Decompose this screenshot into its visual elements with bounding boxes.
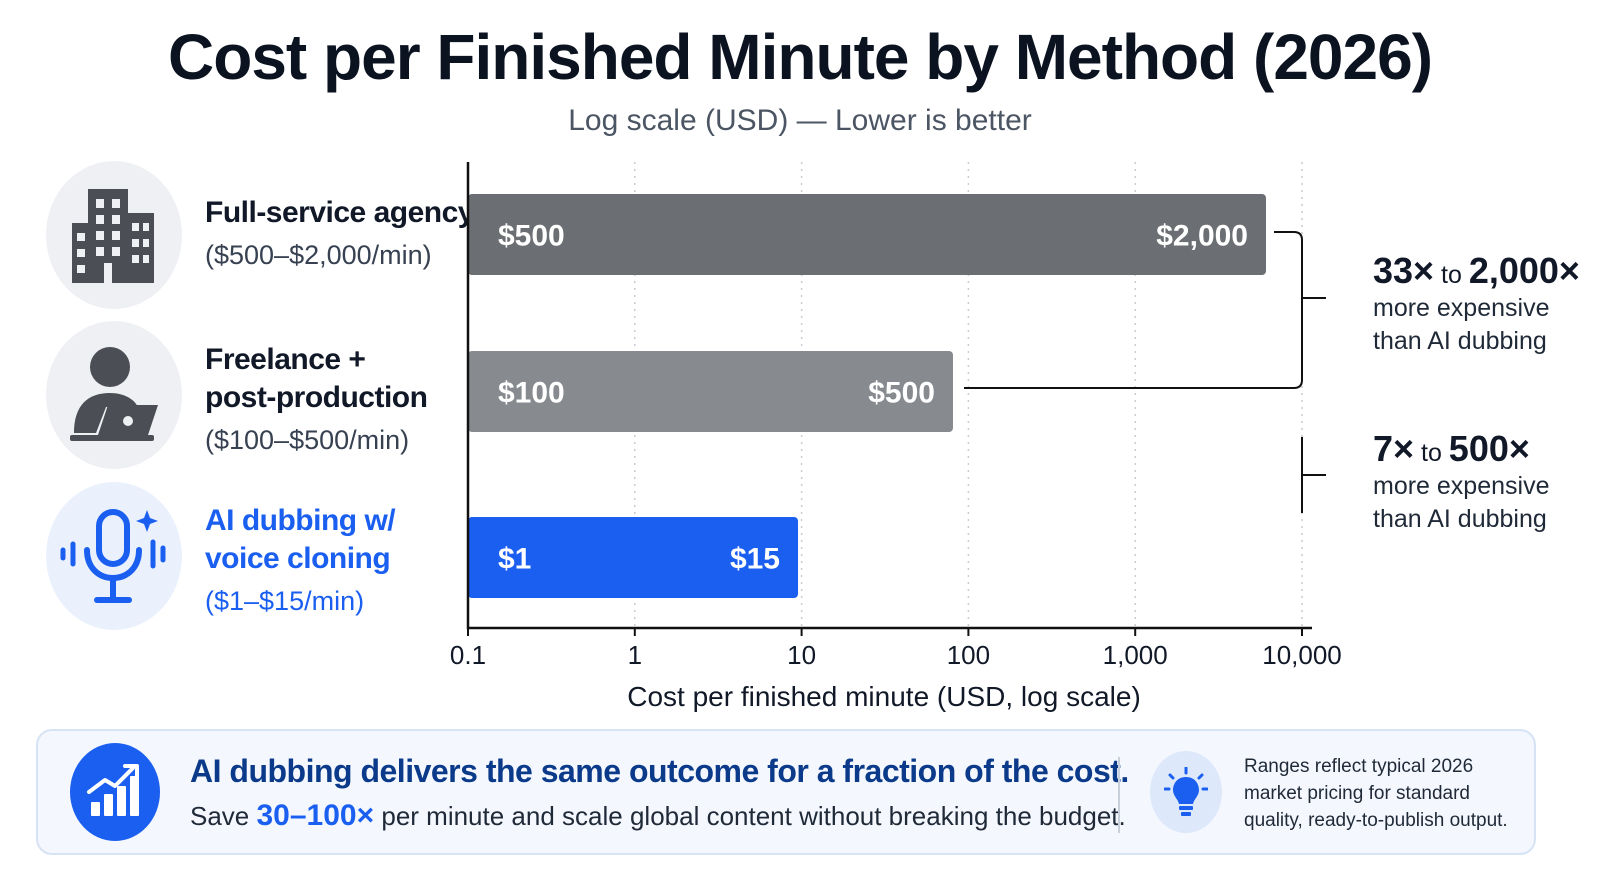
lightbulb-icon xyxy=(1150,751,1222,833)
row-label-ai: AI dubbing w/ voice cloning ($1–$15/min) xyxy=(205,502,396,620)
multiplier-to: to xyxy=(1434,261,1469,289)
multiplier-high: 2,000× xyxy=(1468,250,1580,291)
x-tick-label: 1 xyxy=(628,640,642,670)
bracket-line2: than AI dubbing xyxy=(1373,327,1547,355)
chart-title: Cost per Finished Minute by Method (2026… xyxy=(168,21,1433,93)
row-name-line2: post-production xyxy=(205,381,428,414)
summary-sub-post: per minute and scale global content with… xyxy=(374,801,1126,831)
bracket-note-freelance: 7× to 500× more expensive than AI dubbin… xyxy=(1373,431,1550,536)
x-tick-label: 1,000 xyxy=(1103,640,1168,670)
summary-headline: AI dubbing delivers the same outcome for… xyxy=(190,753,1129,789)
row-range: ($100–$500/min) xyxy=(205,425,410,455)
row-label-freelance: Freelance + post-production ($100–$500/m… xyxy=(205,341,428,459)
bracket-note-agency: 33× to 2,000× more expensive than AI dub… xyxy=(1373,253,1580,358)
x-tick-label: 0.1 xyxy=(450,640,486,670)
bracket-line1: more expensive xyxy=(1373,294,1550,322)
bar-min-label: $1 xyxy=(498,543,531,576)
x-tick-label: 10,000 xyxy=(1262,640,1342,670)
range-bar xyxy=(468,194,1266,275)
multiplier-to: to xyxy=(1414,439,1449,467)
multiplier-low: 7× xyxy=(1373,428,1415,469)
row-range: ($1–$15/min) xyxy=(205,586,365,616)
row-label-agency: Full-service agency ($500–$2,000/min) xyxy=(205,194,474,274)
microphone-waves-icon xyxy=(46,482,182,630)
range-bar xyxy=(468,517,798,598)
office-building-icon xyxy=(46,161,182,309)
footer-divider xyxy=(1118,757,1120,833)
x-tick-label: 100 xyxy=(947,640,990,670)
bracket-line1: more expensive xyxy=(1373,472,1550,500)
bracket-line2: than AI dubbing xyxy=(1373,505,1547,533)
row-name-line1: AI dubbing w/ xyxy=(205,504,396,537)
x-tick-label: 10 xyxy=(787,640,816,670)
row-range: ($500–$2,000/min) xyxy=(205,240,432,270)
chart-subtitle: Log scale (USD) — Lower is better xyxy=(568,104,1032,137)
row-name: Full-service agency xyxy=(205,196,474,229)
footer-note: Ranges reflect typical 2026 market prici… xyxy=(1244,756,1508,831)
multiplier-high: 500× xyxy=(1448,428,1530,469)
range-bar xyxy=(468,351,953,432)
bar-min-label: $100 xyxy=(498,377,565,410)
summary-highlight: 30–100× xyxy=(256,799,375,832)
row-name-line1: Freelance + xyxy=(205,343,366,376)
bar-max-label: $2,000 xyxy=(1156,220,1248,253)
summary-subtext: Save 30–100× per minute and scale global… xyxy=(190,799,1126,833)
bar-min-label: $500 xyxy=(498,220,565,253)
summary-sub-pre: Save xyxy=(190,801,257,831)
growth-chart-icon xyxy=(70,743,160,841)
bar-max-label: $500 xyxy=(868,377,935,410)
comparison-brackets xyxy=(964,231,1326,513)
multiplier-low: 33× xyxy=(1373,250,1435,291)
bracket-agency-line xyxy=(964,231,1303,389)
bar-max-label: $15 xyxy=(730,543,780,576)
row-name-line2: voice cloning xyxy=(205,542,391,575)
summary-banner: AI dubbing delivers the same outcome for… xyxy=(36,729,1536,855)
x-axis-label: Cost per finished minute (USD, log scale… xyxy=(627,681,1141,712)
person-laptop-icon xyxy=(46,321,182,469)
